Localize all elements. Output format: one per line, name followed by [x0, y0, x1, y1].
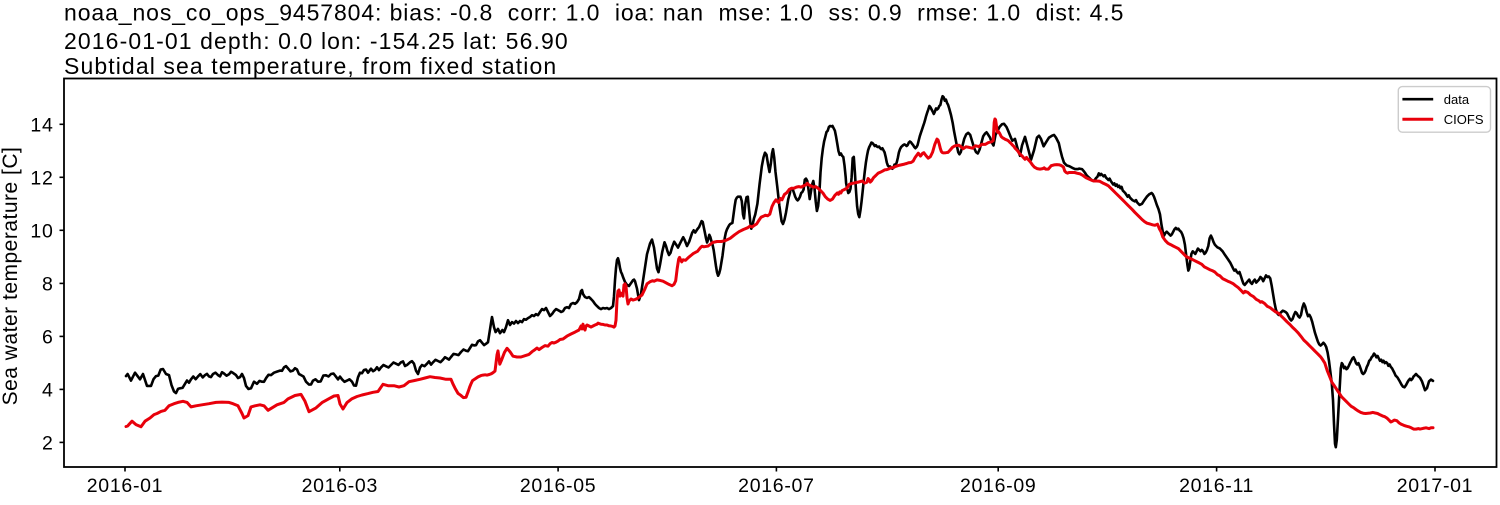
svg-text:data: data: [1444, 92, 1470, 107]
svg-text:2: 2: [42, 433, 54, 455]
svg-text:12: 12: [30, 167, 53, 189]
svg-text:2017-01: 2017-01: [1397, 475, 1473, 497]
svg-text:2016-05: 2016-05: [520, 475, 596, 497]
svg-text:14: 14: [30, 114, 53, 136]
svg-text:Sea water temperature [C]: Sea water temperature [C]: [0, 147, 22, 406]
svg-text:Subtidal sea temperature, from: Subtidal sea temperature, from fixed sta…: [64, 53, 557, 79]
svg-text:2016-01-01 depth: 0.0 lon: -15: 2016-01-01 depth: 0.0 lon: -154.25 lat: …: [64, 28, 569, 54]
svg-text:2016-03: 2016-03: [302, 475, 378, 497]
svg-text:10: 10: [30, 220, 53, 242]
svg-text:2016-07: 2016-07: [738, 475, 814, 497]
svg-text:2016-11: 2016-11: [1179, 475, 1254, 497]
svg-text:2016-09: 2016-09: [960, 475, 1036, 497]
svg-text:CIOFS: CIOFS: [1444, 112, 1484, 127]
svg-text:noaa_nos_co_ops_9457804: bias:: noaa_nos_co_ops_9457804: bias: -0.8 corr…: [64, 0, 1124, 26]
svg-text:8: 8: [42, 274, 54, 296]
svg-text:2016-01: 2016-01: [87, 475, 163, 497]
svg-text:4: 4: [42, 380, 54, 402]
svg-text:6: 6: [42, 327, 54, 349]
